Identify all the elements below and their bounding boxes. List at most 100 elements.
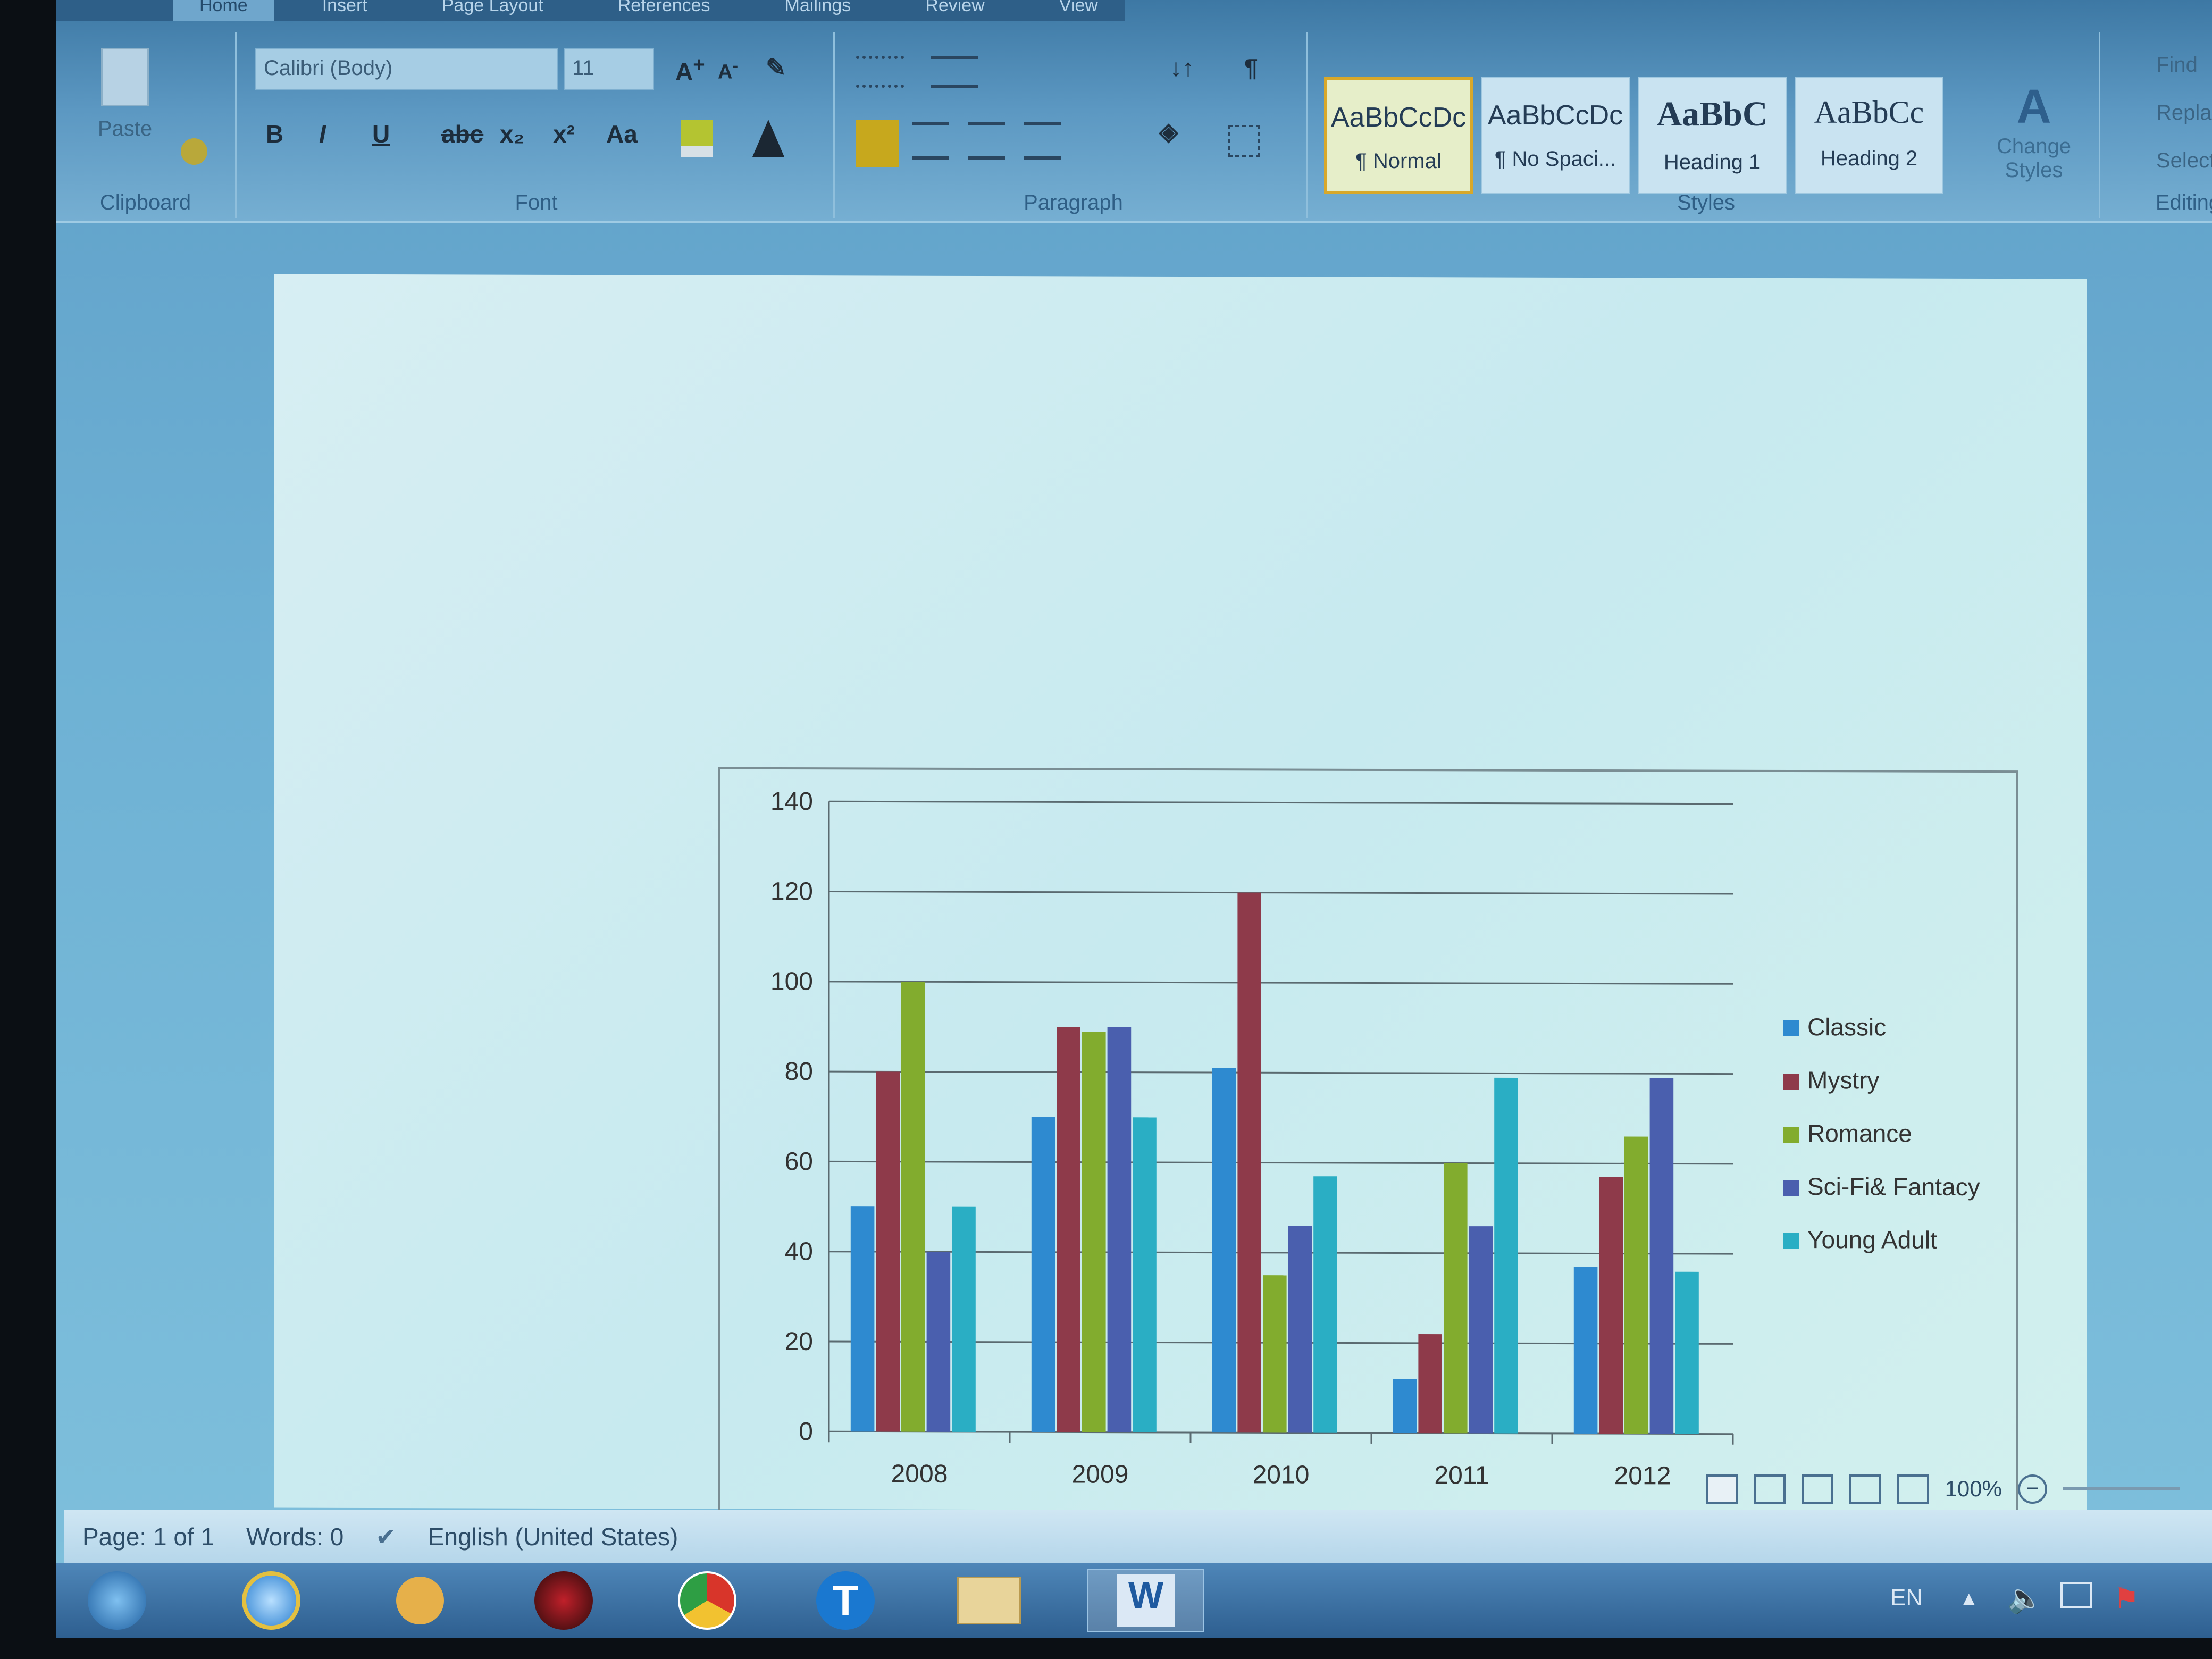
paste-icon: [101, 48, 149, 106]
x-tick-label: 2010: [1253, 1461, 1310, 1489]
volume-icon[interactable]: 🔈: [2007, 1582, 2043, 1614]
bullets-icon[interactable]: [856, 56, 904, 88]
bar-young-adult-2009: [1133, 1117, 1157, 1432]
ribbon-tabs: Home Insert Page Layout References Maili…: [56, 0, 1125, 21]
superscript-button[interactable]: x²: [553, 120, 575, 148]
clipboard-label: Clipboard: [99, 191, 191, 214]
language-indicator[interactable]: EN: [1890, 1585, 1923, 1611]
start-button[interactable]: [77, 1569, 157, 1632]
document-page[interactable]: 0 20 40 60 80 100 120 140 2008 2009 2010 2011 2012 Cl…: [274, 274, 2087, 1534]
bar-young-adult-2011: [1494, 1077, 1518, 1434]
bar-sci-fi-fantacy-2010: [1288, 1226, 1312, 1433]
numbering-icon[interactable]: [931, 56, 978, 88]
tab-page-layout[interactable]: Page Layout: [441, 0, 543, 15]
select-button[interactable]: Select: [2156, 149, 2212, 172]
show-marks-icon[interactable]: ¶: [1244, 54, 1258, 81]
bar-classic-2008: [850, 1206, 875, 1432]
style-name: ¶ Normal: [1355, 149, 1442, 173]
style-heading-1[interactable]: AaBbC Heading 1: [1638, 77, 1787, 194]
italic-button[interactable]: I: [319, 120, 326, 148]
outline-icon[interactable]: [1849, 1474, 1881, 1504]
grow-font-icon[interactable]: A+: [675, 53, 705, 86]
highlight-icon[interactable]: [681, 120, 713, 157]
legend-swatch: [1783, 1233, 1799, 1250]
justify-icon[interactable]: [1024, 122, 1061, 160]
underline-button[interactable]: U: [372, 120, 390, 148]
page-count[interactable]: Page: 1 of 1: [82, 1523, 215, 1551]
style-normal[interactable]: AaBbCcDc ¶ Normal: [1324, 77, 1473, 194]
align-center-icon[interactable]: [912, 122, 949, 160]
bar-sci-fi-fantacy-2011: [1469, 1226, 1493, 1434]
bar-mystry-2009: [1057, 1027, 1081, 1432]
word-count[interactable]: Words: 0: [246, 1523, 344, 1551]
chrome-icon[interactable]: [667, 1569, 747, 1632]
shrink-font-icon[interactable]: A-: [718, 56, 738, 83]
style-no-spacing[interactable]: AaBbCcDc ¶ No Spaci...: [1481, 77, 1630, 194]
style-preview: AaBbCc: [1814, 95, 1924, 130]
app-icon-t[interactable]: T: [806, 1569, 885, 1632]
font-color-icon[interactable]: [752, 120, 784, 157]
explorer-icon[interactable]: [949, 1569, 1029, 1632]
web-layout-icon[interactable]: [1801, 1474, 1833, 1504]
zoom-level[interactable]: 100%: [1945, 1476, 2002, 1501]
tab-mailings[interactable]: Mailings: [784, 0, 851, 15]
word-taskbar-button[interactable]: W: [1087, 1569, 1204, 1632]
shading-icon[interactable]: ◈: [1159, 118, 1178, 145]
subscript-button[interactable]: x₂: [500, 120, 525, 148]
tab-review[interactable]: Review: [925, 0, 985, 15]
legend-label: Sci-Fi& Fantacy: [1807, 1172, 1980, 1201]
gridline: [829, 891, 1733, 895]
print-layout-icon[interactable]: [1705, 1474, 1738, 1504]
change-case-button[interactable]: Aa: [606, 120, 638, 148]
word-logo: W: [1117, 1574, 1175, 1627]
sort-icon[interactable]: ↓↑: [1170, 54, 1194, 81]
change-styles-button[interactable]: A Change Styles: [1989, 80, 2079, 182]
bar-romance-2010: [1263, 1275, 1287, 1433]
app-icon-red[interactable]: [524, 1569, 604, 1632]
borders-icon[interactable]: [1228, 125, 1260, 157]
align-right-icon[interactable]: [968, 122, 1005, 160]
strikethrough-button[interactable]: abc: [441, 120, 484, 148]
clipboard-group: Paste Clipboard: [56, 32, 237, 218]
bar-romance-2011: [1444, 1163, 1468, 1434]
legend-label: Young Adult: [1807, 1226, 1937, 1254]
folder-logo: [957, 1577, 1021, 1624]
language[interactable]: English (United States): [428, 1523, 678, 1551]
full-screen-icon[interactable]: [1753, 1474, 1786, 1504]
action-center-icon[interactable]: ⚑: [2114, 1583, 2140, 1615]
paste-button[interactable]: Paste: [88, 48, 162, 165]
tab-home[interactable]: Home: [173, 0, 274, 21]
internet-explorer-icon[interactable]: [231, 1569, 311, 1632]
y-tick-label: 120: [770, 877, 813, 906]
styles-group: AaBbCcDc ¶ Normal AaBbCcDc ¶ No Spaci... A…: [1313, 32, 2100, 218]
tab-references[interactable]: References: [617, 0, 710, 15]
replace-button[interactable]: Replace: [2156, 101, 2212, 124]
bar-mystry-2008: [876, 1071, 900, 1432]
font-size-select[interactable]: 11: [564, 48, 654, 90]
draft-icon[interactable]: [1897, 1474, 1929, 1504]
bar-mystry-2011: [1418, 1334, 1443, 1434]
zoom-slider[interactable]: [2063, 1487, 2180, 1490]
font-family-select[interactable]: Calibri (Body): [255, 48, 558, 90]
style-name: Heading 1: [1663, 150, 1761, 174]
media-player-icon[interactable]: [380, 1569, 460, 1632]
find-button[interactable]: Find: [2156, 53, 2198, 77]
taskbar: T W EN ▲ 🔈 ⚑: [56, 1563, 2212, 1638]
clear-format-icon[interactable]: ✎: [766, 54, 786, 81]
bold-button[interactable]: B: [266, 120, 284, 148]
x-tick-label: 2012: [1614, 1462, 1671, 1490]
align-left-icon[interactable]: [856, 120, 899, 167]
legend-label: Romance: [1807, 1119, 1912, 1147]
tab-insert[interactable]: Insert: [322, 0, 367, 15]
network-icon[interactable]: [2060, 1582, 2092, 1608]
zoom-out-icon[interactable]: −: [2018, 1474, 2047, 1504]
style-heading-2[interactable]: AaBbCc Heading 2: [1795, 77, 1943, 194]
change-styles-icon: A: [2016, 80, 2051, 133]
tab-view[interactable]: View: [1059, 0, 1098, 15]
tray-arrow-icon[interactable]: ▲: [1959, 1587, 1979, 1609]
style-preview: AaBbCcDc: [1330, 102, 1467, 133]
proofing-icon[interactable]: ✔: [375, 1523, 396, 1551]
format-painter-icon[interactable]: [181, 138, 207, 165]
chart[interactable]: 0 20 40 60 80 100 120 140 2008 2009 2010 2011 2012 Cl…: [718, 767, 2018, 1534]
y-tick-label: 100: [770, 968, 813, 996]
